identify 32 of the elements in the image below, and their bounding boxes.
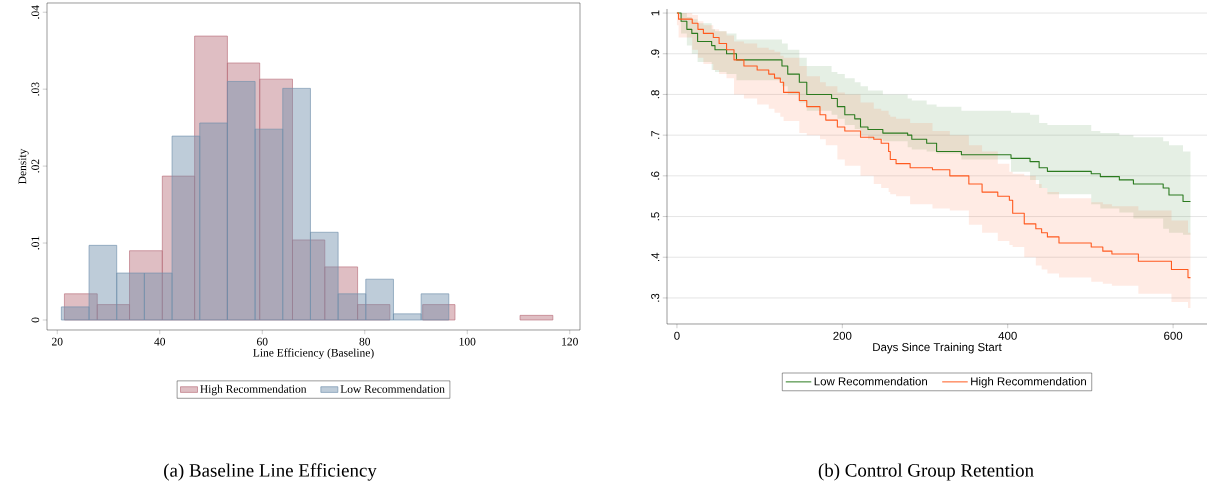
y-tick-label: .9 (651, 49, 660, 58)
x-tick-label: 20 (52, 337, 63, 346)
x-tick-label: 100 (459, 337, 476, 346)
text: (b) Control Group Retention (818, 463, 1034, 481)
y-tick-label: .7 (651, 130, 660, 139)
x-tick-label: 80 (359, 337, 371, 346)
y-tick-label: .8 (651, 90, 660, 99)
y-axis-title: Density (18, 148, 29, 184)
y-tick-label: .02 (31, 159, 40, 173)
y-tick-label: .5 (651, 212, 660, 221)
y-tick-label: .01 (31, 236, 40, 250)
text: (a) Baseline Line Efficiency (164, 463, 377, 481)
x-tick-label: 60 (257, 337, 268, 346)
legend-label: High Recommendation (200, 384, 307, 396)
y-tick-label: .04 (31, 5, 40, 19)
x-axis-title: Days Since Training Start (873, 342, 1002, 354)
legend-label: Low Recommendation (340, 384, 445, 393)
y-tick-label: .3 (651, 293, 660, 302)
y-tick-label: 1 (651, 10, 660, 16)
legend-label: High Recommendation (971, 377, 1086, 388)
x-tick-label: 120 (562, 337, 578, 346)
x-tick-label: 400 (998, 331, 1017, 340)
y-tick-label: 0 (31, 317, 40, 323)
x-axis-title: Line Efficiency (Baseline) (253, 348, 374, 359)
x-tick-label: 600 (1164, 331, 1183, 340)
x-tick-label: 40 (154, 337, 166, 346)
x-tick-label: 200 (833, 331, 852, 340)
y-tick-label: .4 (651, 252, 660, 261)
y-tick-label: .03 (31, 82, 40, 96)
legend-label: Low Recommendation (814, 377, 927, 386)
x-tick-label: 0 (674, 331, 680, 340)
y-tick-label: .6 (651, 171, 660, 180)
